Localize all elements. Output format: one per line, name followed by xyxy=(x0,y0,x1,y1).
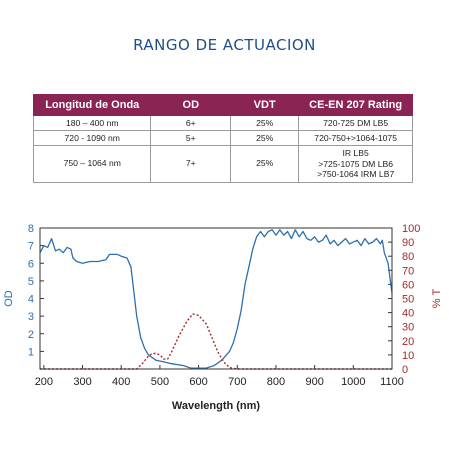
cell-rating: IR LB5 >725-1075 DM LB6 >750-1064 IRM LB… xyxy=(298,145,413,183)
right-tick-label: 20 xyxy=(402,336,414,348)
cell-vdt: 25% xyxy=(230,145,300,183)
right-tick-label: 50 xyxy=(402,294,414,306)
col-header-wavelength: Longitud de Onda xyxy=(32,94,152,116)
right-tick-label: 80 xyxy=(402,251,414,263)
x-tick-label: 400 xyxy=(112,376,130,388)
x-axis-ticks: 200 300 400 500 600 700 800 900 1000 1100 xyxy=(35,365,404,388)
table-row: 720 - 1090 nm 5+ 25% 720-750+>1064-1075 xyxy=(32,130,413,146)
page-title: RANGO DE ACTUACION xyxy=(133,36,316,54)
cell-od: 5+ xyxy=(150,130,232,146)
right-axis-ticks: 0 10 20 30 40 50 60 70 80 90 100 xyxy=(388,223,420,376)
right-tick-label: 0 xyxy=(402,364,408,376)
right-tick-label: 60 xyxy=(402,279,414,291)
col-header-od: OD xyxy=(150,94,232,116)
right-tick-label: 100 xyxy=(402,223,420,235)
rating-line: >750-1064 IRM LB7 xyxy=(317,169,395,179)
cell-od: 7+ xyxy=(150,145,232,183)
x-tick-label: 800 xyxy=(267,376,285,388)
right-tick-label: 30 xyxy=(402,322,414,334)
y-axis-label-right: % T xyxy=(431,289,443,309)
right-tick-label: 70 xyxy=(402,265,414,277)
left-tick-label: 5 xyxy=(28,276,34,288)
left-tick-label: 2 xyxy=(28,329,34,341)
left-tick-label: 8 xyxy=(28,223,34,235)
plot-lines xyxy=(39,229,393,370)
cell-rating: 720-725 DM LB5 xyxy=(298,115,413,131)
transmission-series-line xyxy=(40,313,392,370)
x-tick-label: 700 xyxy=(228,376,246,388)
right-tick-label: 40 xyxy=(402,308,414,320)
x-tick-label: 1000 xyxy=(341,376,365,388)
x-tick-label: 300 xyxy=(73,376,91,388)
cell-wavelength: 720 - 1090 nm xyxy=(32,130,152,146)
right-tick-label: 90 xyxy=(402,237,414,249)
cell-wavelength: 750 – 1064 nm xyxy=(32,145,152,183)
left-tick-label: 7 xyxy=(28,241,34,253)
left-tick-label: 3 xyxy=(28,311,34,323)
plot-frame xyxy=(39,227,393,370)
x-tick-label: 600 xyxy=(189,376,207,388)
table-row: 750 – 1064 nm 7+ 25% IR LB5 >725-1075 DM… xyxy=(32,145,413,183)
x-tick-label: 1100 xyxy=(380,376,404,388)
y-axis-label-left: OD xyxy=(3,290,15,307)
col-header-rating: CE-EN 207 Rating xyxy=(298,94,413,116)
cell-wavelength: 180 – 400 nm xyxy=(32,115,152,131)
od-series-line xyxy=(39,229,393,369)
left-tick-label: 6 xyxy=(28,258,34,270)
cell-vdt: 25% xyxy=(230,130,300,146)
col-header-vdt: VDT xyxy=(230,94,300,116)
od-transmission-chart: 1 2 3 4 5 6 7 8 0 10 20 30 40 50 60 70 80 90 100 200 300 40… xyxy=(3,223,443,412)
spec-table-header-row: Longitud de Onda OD VDT CE-EN 207 Rating xyxy=(32,94,413,116)
rating-line: IR LB5 xyxy=(342,148,369,158)
cell-rating: 720-750+>1064-1075 xyxy=(298,130,413,146)
rating-line: >725-1075 DM LB6 xyxy=(318,158,394,169)
right-tick-label: 10 xyxy=(402,350,414,362)
left-tick-label: 1 xyxy=(28,346,34,358)
spec-table: Longitud de Onda OD VDT CE-EN 207 Rating… xyxy=(32,94,413,183)
x-tick-label: 200 xyxy=(35,376,53,388)
x-tick-label: 500 xyxy=(151,376,169,388)
table-row: 180 – 400 nm 6+ 25% 720-725 DM LB5 xyxy=(32,115,413,131)
left-axis-ticks: 1 2 3 4 5 6 7 8 xyxy=(28,223,44,358)
cell-vdt: 25% xyxy=(230,115,300,131)
x-tick-label: 900 xyxy=(305,376,323,388)
left-tick-label: 4 xyxy=(28,294,34,306)
cell-od: 6+ xyxy=(150,115,232,131)
x-axis-label: Wavelength (nm) xyxy=(172,400,261,412)
